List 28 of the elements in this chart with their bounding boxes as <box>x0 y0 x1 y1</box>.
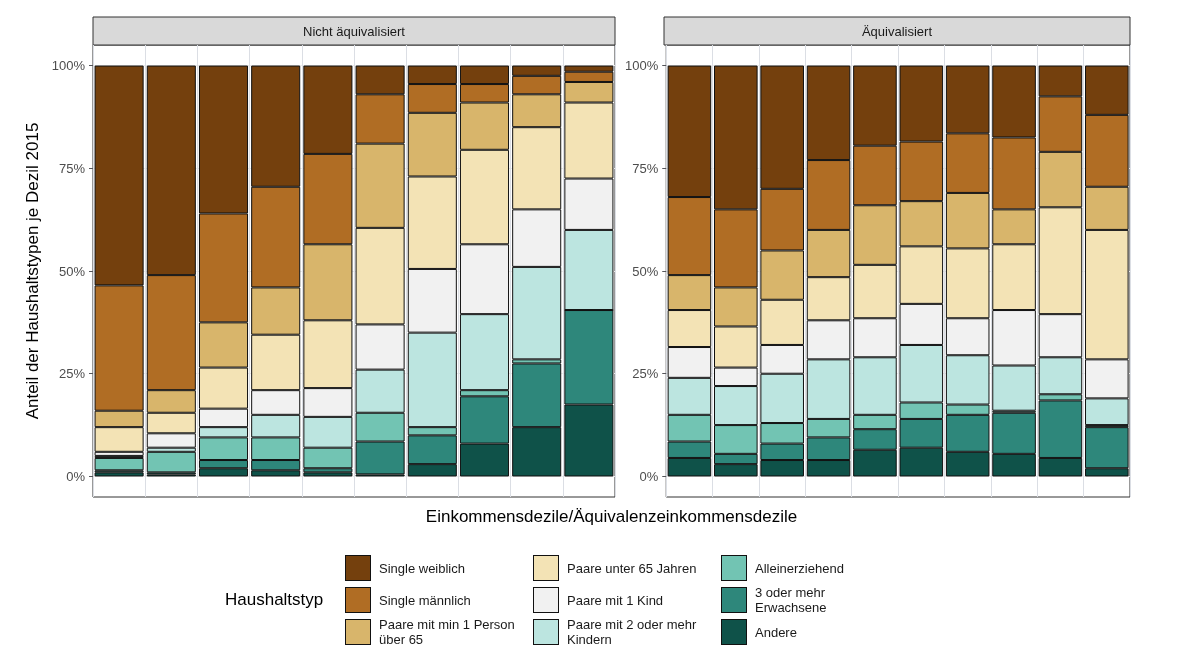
y-tick-label: 25% <box>58 366 86 382</box>
y-tick-label: 50% <box>58 263 86 279</box>
y-tick-label: 100% <box>51 58 86 74</box>
bar <box>303 472 353 477</box>
legend-label: Paare unter 65 Jahren <box>567 560 697 576</box>
bar <box>94 457 144 471</box>
y-tick-label: 100% <box>625 58 659 74</box>
legend-label: Paare mit 2 oder mehr Kindern <box>567 617 698 647</box>
bar <box>146 451 196 473</box>
y-tick-label: 75% <box>58 160 86 176</box>
y-tick-label: 0% <box>639 468 659 484</box>
chart-title: Äquivalisiert <box>861 23 933 39</box>
y-tick-label: 50% <box>632 263 659 279</box>
y-tick-label: 25% <box>632 366 659 382</box>
bar <box>94 472 144 477</box>
legend-label: Paare mit min 1 Person über 65 <box>379 617 516 647</box>
y-axis-title: Anteil der Haushaltstypen je Dezil 2015 <box>22 122 42 420</box>
x-axis-title: Einkommensdezile/Äquivalenzeinkommensdezile <box>424 507 799 527</box>
legend-label: Single männlich <box>379 592 471 608</box>
y-tick-label: 0% <box>66 468 86 484</box>
legend-label: Single weiblich <box>379 560 465 576</box>
y-tick-label: 75% <box>632 160 659 176</box>
legend-label: Andere <box>755 624 797 640</box>
legend-title: Haushaltstyp <box>225 590 325 610</box>
legend-label: Alleinerziehend <box>755 560 844 576</box>
legend-label: Paare mit 1 Kind <box>567 592 664 608</box>
legend-label: 3 oder mehr Erwachsene <box>755 585 828 615</box>
chart-title: Nicht äquivalisiert <box>303 23 406 39</box>
